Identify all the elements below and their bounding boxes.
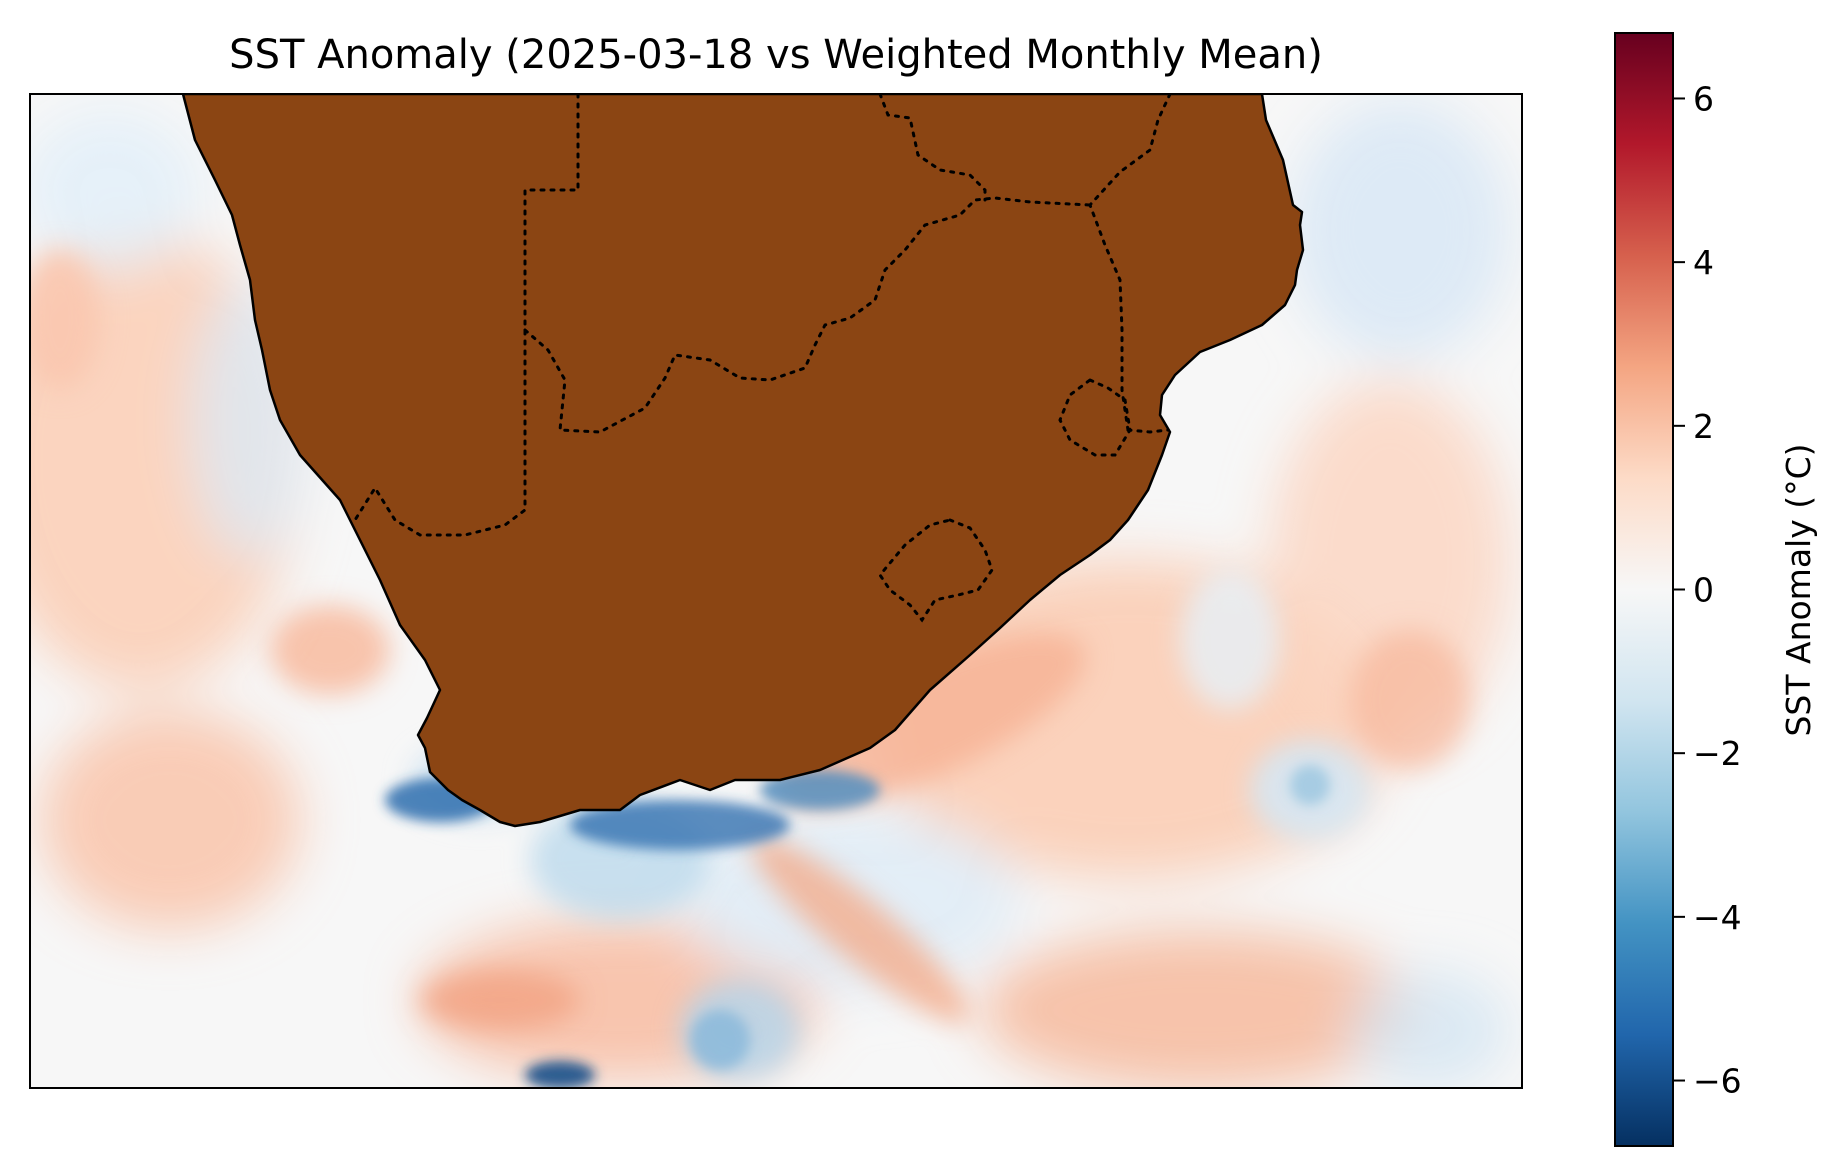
colorbar: 6 4 2 0 −2 −4 −6 SST Anomaly (°C): [1614, 32, 1818, 1147]
colorbar-ticks: 6 4 2 0 −2 −4 −6: [1673, 79, 1742, 1101]
anomaly-field: [30, 100, 1510, 1088]
border-zimbabwe-mozambique: [1088, 94, 1172, 432]
colorbar-label: SST Anomaly (°C): [1779, 443, 1818, 736]
cool-eddy-east-2: [1180, 570, 1280, 710]
warm-eddy-west-1: [270, 605, 390, 695]
colorbar-tick-label: 4: [1693, 243, 1714, 282]
cold-eddy-east-coast: [1290, 765, 1330, 805]
border-lesotho: [878, 518, 994, 623]
colorbar-bar: [1614, 32, 1674, 1147]
warm-eddy-west-2: [30, 250, 100, 390]
warm-anomaly-south-east: [980, 930, 1420, 1088]
warm-band-agulhas: [774, 632, 1086, 808]
cold-core-south: [525, 1061, 595, 1088]
colorbar-tick-label: −6: [1693, 1062, 1742, 1101]
border-mozambique-coast: [1126, 428, 1170, 434]
cool-anomaly-northwest: [30, 110, 200, 270]
colorbar-tick-label: −2: [1693, 734, 1742, 773]
warm-band-retroflection: [751, 837, 969, 1023]
land-southern-africa: [181, 94, 1305, 828]
colorbar-tick-label: 2: [1693, 407, 1714, 446]
cool-anomaly-far-southeast: [1350, 970, 1510, 1088]
colorbar-tick-label: 0: [1693, 571, 1714, 610]
warm-anomaly-southwest: [40, 710, 300, 930]
cold-upwelling-agulhas-bank-1: [570, 800, 790, 850]
country-borders: [353, 94, 1172, 623]
cold-upwelling-agulhas-bank-2: [760, 770, 880, 810]
colorbar-tick-label: 6: [1693, 79, 1714, 118]
map-panel: [29, 93, 1523, 1089]
border-orange-river: [523, 196, 1092, 434]
cool-anomaly-northeast: [1290, 100, 1510, 360]
border-eswatini: [1058, 378, 1132, 457]
map-frame: [29, 93, 1523, 1089]
map-title: SST Anomaly (2025-03-18 vs Weighted Mont…: [229, 32, 1323, 78]
warm-filament-south: [420, 970, 580, 1030]
warm-eddy-east-3: [1350, 630, 1470, 770]
cold-eddy-far-south: [690, 1010, 750, 1070]
border-namibia-botswana: [353, 94, 580, 537]
colorbar-tick-label: −4: [1693, 898, 1742, 937]
